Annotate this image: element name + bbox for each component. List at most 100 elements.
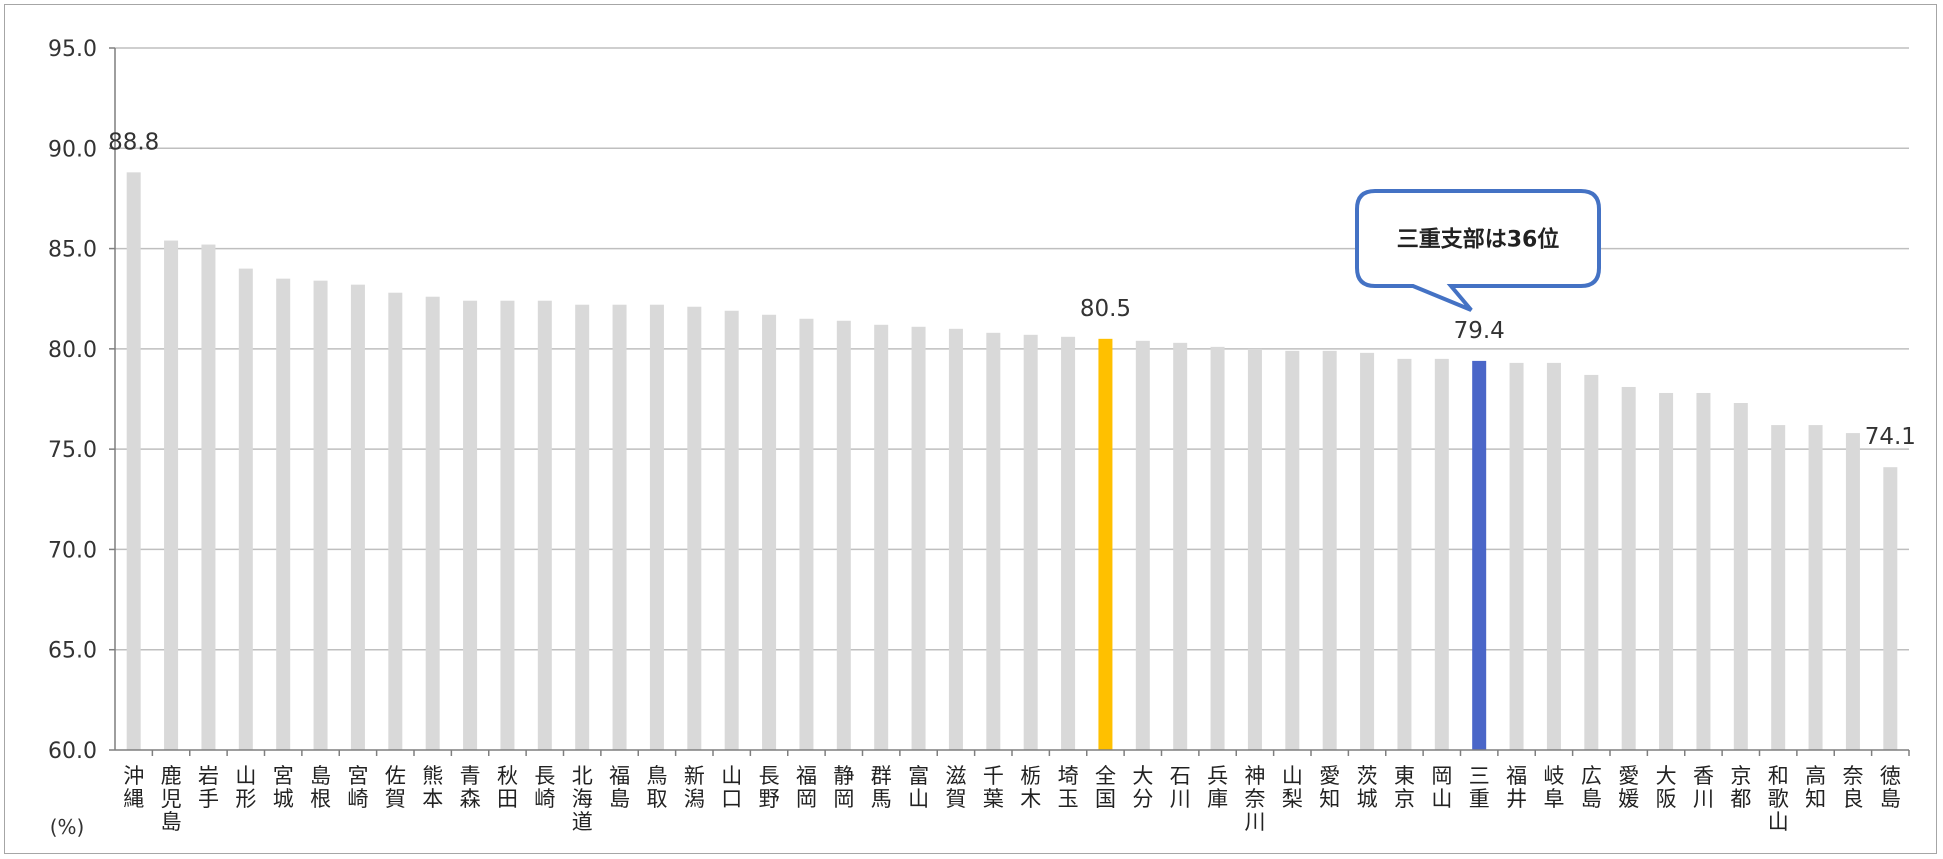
x-tick-label: 兵庫: [1207, 764, 1228, 811]
x-tick-label: 東京: [1394, 764, 1415, 811]
bar-滋賀: [948, 328, 963, 750]
x-tick-label: 徳島: [1880, 764, 1901, 811]
bar-宮崎: [350, 284, 365, 750]
grid-lines: [115, 47, 1909, 651]
x-tick-label: 千葉: [983, 764, 1004, 811]
bar-香川: [1696, 392, 1711, 750]
data-label-徳島: 74.1: [1865, 424, 1916, 450]
bar-群馬: [874, 324, 889, 750]
data-label-沖縄: 88.8: [108, 129, 159, 155]
x-tick-label: 高知: [1805, 764, 1826, 811]
bar-愛知: [1322, 350, 1337, 750]
bar-長野: [762, 314, 777, 750]
y-tick-label: 65.0: [48, 639, 97, 664]
x-tick-label: 鹿児島: [161, 764, 182, 834]
bar-東京: [1397, 358, 1412, 750]
callout-text: 三重支部は36位: [1397, 227, 1560, 253]
bar-山梨: [1285, 350, 1300, 750]
x-tick-label: 岩手: [198, 764, 219, 811]
bar-鹿児島: [164, 240, 179, 750]
x-tick-label: 青森: [460, 764, 481, 811]
bar-山形: [238, 268, 253, 750]
y-tick-label: 60.0: [48, 739, 97, 764]
x-tick-label: 大阪: [1656, 764, 1677, 811]
bar-福島: [612, 304, 627, 750]
y-tick-label: 90.0: [48, 137, 97, 162]
labels: 60.065.070.075.080.085.090.095.0沖縄鹿児島岩手山…: [48, 37, 1916, 839]
bar-千葉: [986, 332, 1001, 750]
x-tick-label: 北海道: [572, 764, 593, 834]
x-tick-label: 全国: [1095, 764, 1116, 811]
axes: [109, 47, 1910, 756]
x-tick-label: 栃木: [1020, 764, 1041, 811]
x-tick-label: 長野: [759, 764, 780, 811]
x-tick-label: 山形: [235, 764, 256, 811]
x-tick-label: 神奈川: [1244, 764, 1265, 834]
callout: 三重支部は36位: [1355, 189, 1601, 312]
x-tick-label: 宮崎: [347, 764, 368, 811]
bar-茨城: [1360, 352, 1375, 750]
bar-石川: [1173, 342, 1188, 750]
y-tick-label: 70.0: [48, 538, 97, 563]
x-tick-label: 秋田: [497, 764, 518, 811]
bar-三重: [1472, 360, 1487, 750]
bar-岩手: [201, 244, 216, 750]
bar-岡山: [1434, 358, 1449, 750]
bar-熊本: [425, 296, 440, 750]
bar-山口: [724, 310, 739, 750]
bar-chart: 60.065.070.075.080.085.090.095.0沖縄鹿児島岩手山…: [48, 37, 1916, 839]
chart-frame: 60.0 65.0 70.0 75.0 80.0 85.0 90.0 95.0 沖縄 鹿児島 岩手山…: [4, 4, 1937, 854]
bar-静岡: [836, 320, 851, 750]
x-tick-label: 三重: [1469, 764, 1490, 811]
x-tick-label: 長崎: [534, 764, 555, 811]
bar-福岡: [799, 318, 814, 750]
bar-大分: [1135, 340, 1150, 750]
x-tick-label: 沖縄: [123, 764, 144, 811]
x-tick-label: 山梨: [1282, 764, 1303, 811]
data-label-全国: 80.5: [1080, 296, 1131, 322]
bar-宮城: [276, 278, 291, 750]
x-tick-label: 鳥取: [646, 764, 667, 811]
x-tick-label: 島根: [310, 764, 331, 811]
y-tick-label: 80.0: [48, 338, 97, 363]
x-tick-label: 佐賀: [385, 764, 406, 811]
bar-神奈川: [1247, 348, 1262, 750]
bar-富山: [911, 326, 926, 750]
bar-愛媛: [1621, 386, 1636, 750]
x-tick-label: 群馬: [871, 764, 892, 811]
callout-bubble: [1355, 189, 1601, 312]
x-tick-label: 愛媛: [1618, 764, 1639, 811]
bar-兵庫: [1210, 346, 1225, 750]
bar-新潟: [687, 306, 702, 750]
data-label-三重: 79.4: [1454, 318, 1505, 344]
x-tick-label: 山口: [721, 764, 742, 811]
bar-広島: [1584, 374, 1599, 750]
x-tick-label: 宮城: [273, 764, 294, 811]
bar-佐賀: [388, 292, 403, 750]
x-tick-label: 富山: [908, 764, 929, 811]
x-tick-label: 福岡: [796, 764, 817, 811]
x-tick-label: 愛知: [1319, 764, 1340, 811]
bars: [126, 172, 1898, 751]
x-tick-label: 新潟: [684, 764, 705, 811]
bar-京都: [1733, 403, 1748, 750]
x-tick-label: 滋賀: [945, 764, 966, 811]
x-tick-label: 石川: [1170, 764, 1191, 811]
x-tick-label: 熊本: [422, 764, 443, 811]
x-tick-label: 広島: [1581, 764, 1602, 811]
x-tick-label: 静岡: [833, 764, 854, 811]
bar-沖縄: [126, 172, 141, 751]
x-tick-label: 福井: [1506, 764, 1527, 811]
bar-長崎: [537, 300, 552, 750]
bar-全国: [1098, 338, 1113, 750]
bar-高知: [1808, 425, 1823, 750]
x-tick-label: 岡山: [1431, 764, 1452, 811]
x-tick-label: 奈良: [1842, 764, 1863, 811]
bar-和歌山: [1771, 425, 1786, 750]
bar-栃木: [1023, 334, 1038, 750]
bar-青森: [463, 300, 478, 750]
bar-大阪: [1659, 392, 1674, 750]
y-tick-label: 95.0: [48, 37, 97, 62]
y-tick-label: 85.0: [48, 238, 97, 263]
bar-秋田: [500, 300, 515, 750]
